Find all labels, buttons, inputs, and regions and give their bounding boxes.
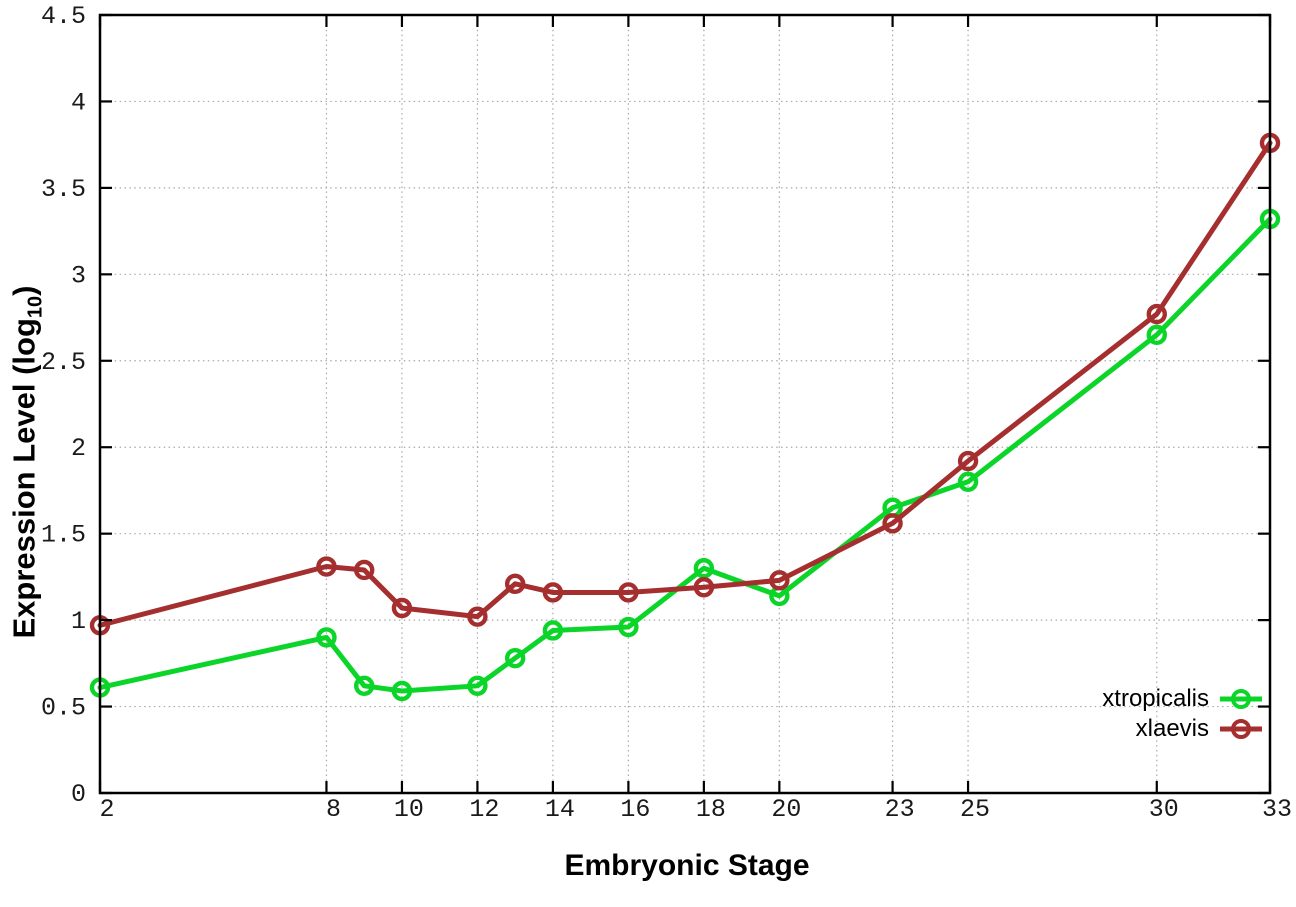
legend-label-xtropicalis: xtropicalis — [1102, 685, 1209, 712]
x-axis-title: Embryonic Stage — [564, 849, 810, 882]
legend-sample-circle-icon — [1231, 719, 1251, 739]
legend-line-marker-icon — [1220, 687, 1262, 711]
data-point-xtropicalis — [957, 471, 979, 492]
x-tick-label: 12 — [469, 795, 499, 824]
y-tick-label: 0.5 — [41, 694, 86, 723]
data-point-xtropicalis — [618, 616, 639, 638]
data-point-xtropicalis — [353, 675, 375, 697]
y-axis-title: Expression Level (log10) — [7, 285, 48, 638]
x-tick-label: 10 — [394, 795, 424, 824]
x-tick-label: 23 — [885, 795, 915, 824]
y-tick-label: 2 — [71, 434, 86, 463]
legend-item-xtropicalis: xtropicalis — [1102, 684, 1262, 714]
y-tick-label: 3.5 — [41, 175, 86, 204]
data-point-xlaevis — [353, 559, 375, 581]
series-line-xtropicalis — [97, 216, 1273, 694]
plot-border — [98, 13, 1272, 795]
data-point-xlaevis — [957, 450, 979, 472]
data-point-xtropicalis — [391, 680, 413, 702]
y-axis-title-subscript: 10 — [24, 295, 47, 319]
x-tick-label: 33 — [1262, 795, 1292, 824]
data-point-xlaevis — [467, 606, 488, 627]
data-point-xtropicalis — [1146, 324, 1167, 346]
y-tick-label: 4.5 — [41, 2, 86, 31]
x-tick-label: 25 — [960, 795, 990, 824]
data-point-xlaevis — [504, 573, 526, 595]
y-tick-label: 1 — [71, 607, 86, 636]
y-axis-title-paren: ) — [6, 285, 42, 296]
data-point-xlaevis — [618, 582, 639, 603]
y-tick-label: 0 — [71, 780, 86, 809]
data-point-xlaevis — [769, 570, 790, 591]
x-tick-label: 2 — [99, 795, 114, 824]
data-point-xtropicalis — [316, 627, 337, 648]
data-point-xlaevis — [693, 577, 715, 598]
data-point-xlaevis — [882, 513, 903, 534]
data-point-xlaevis — [316, 556, 337, 577]
x-tick-label: 14 — [545, 795, 575, 824]
data-point-xtropicalis — [542, 620, 564, 641]
legend-item-xlaevis: xlaevis — [1102, 714, 1262, 744]
x-tick-label: 30 — [1149, 795, 1179, 824]
x-tick-label: 20 — [771, 795, 801, 824]
legend-line-marker-icon — [1220, 717, 1262, 741]
data-point-xtropicalis — [693, 558, 715, 579]
data-point-xtropicalis — [467, 675, 488, 697]
legend-sample-circle-icon — [1231, 689, 1251, 709]
data-point-xlaevis — [1146, 303, 1167, 325]
x-tick-label: 16 — [620, 795, 650, 824]
y-tick-label: 3 — [71, 261, 86, 290]
y-tick-label: 1.5 — [41, 521, 86, 550]
data-point-xtropicalis — [504, 647, 526, 669]
legend-label-xlaevis: xlaevis — [1135, 715, 1209, 742]
y-tick-label: 4 — [71, 88, 86, 117]
data-point-xlaevis — [391, 597, 413, 619]
data-point-xlaevis — [542, 582, 564, 603]
x-tick-label: 8 — [326, 795, 341, 824]
legend: xtropicalis xlaevis — [1102, 684, 1262, 744]
y-tick-label: 2.5 — [41, 348, 86, 377]
y-axis-title-text: Expression Level (log — [6, 318, 42, 639]
x-tick-label: 18 — [696, 795, 726, 824]
